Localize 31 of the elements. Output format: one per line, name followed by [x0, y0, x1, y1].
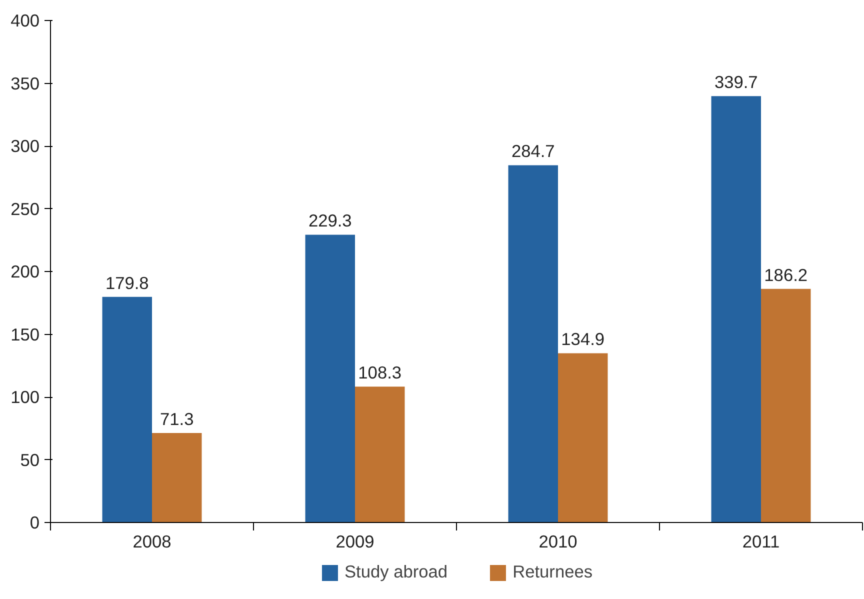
legend-label: Study abroad — [344, 562, 448, 582]
x-tick-label: 2009 — [336, 532, 374, 552]
y-tick-label: 200 — [10, 262, 40, 282]
legend-label: Returnees — [512, 562, 593, 582]
x-tick-label: 2010 — [538, 532, 578, 552]
bar — [508, 165, 558, 522]
y-tick-label: 300 — [10, 136, 40, 156]
data-label: 186.2 — [764, 264, 808, 285]
y-tick-label: 100 — [10, 387, 40, 407]
bar — [761, 288, 811, 522]
bar — [152, 433, 202, 522]
bar — [102, 296, 152, 522]
bar — [305, 234, 355, 522]
y-tick-label: 50 — [20, 450, 40, 470]
x-tick-label: 2008 — [132, 532, 172, 552]
data-label: 134.9 — [561, 329, 605, 350]
bar — [558, 353, 608, 522]
bar — [711, 96, 761, 522]
data-label: 284.7 — [511, 141, 555, 162]
y-tick-label: 0 — [30, 512, 40, 532]
bar — [355, 386, 405, 522]
y-tick-label: 350 — [10, 73, 40, 94]
data-label: 339.7 — [714, 72, 758, 92]
data-label: 71.3 — [160, 409, 194, 430]
data-label: 108.3 — [358, 362, 402, 383]
y-tick-label: 250 — [10, 198, 40, 219]
data-label: 179.8 — [105, 272, 149, 293]
x-tick-label: 2011 — [742, 532, 780, 552]
y-tick-label: 150 — [10, 324, 40, 344]
y-tick-label: 400 — [10, 10, 40, 30]
data-label: 229.3 — [308, 210, 352, 231]
